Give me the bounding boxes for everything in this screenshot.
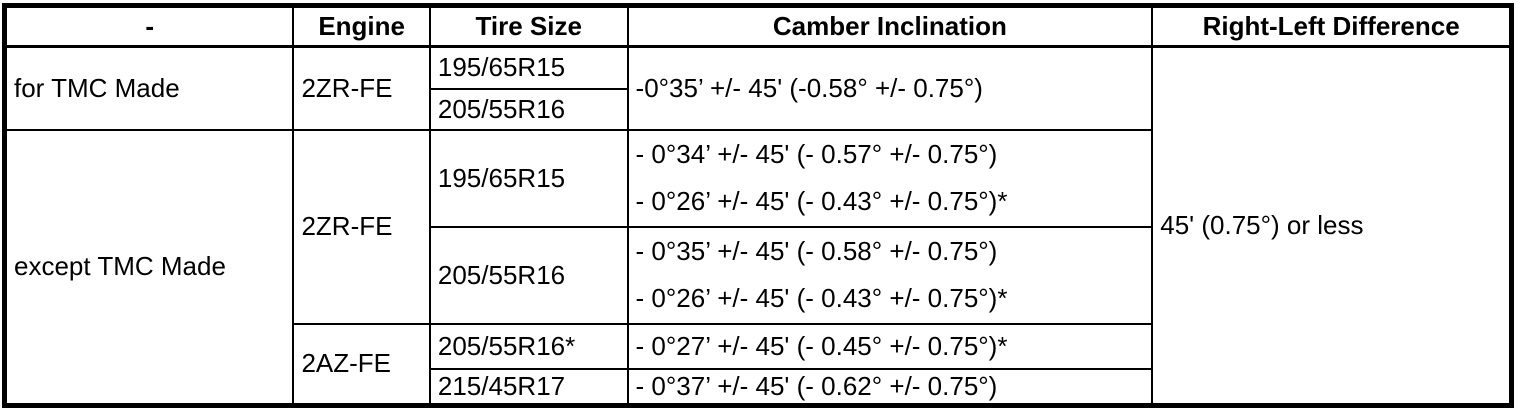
camber-cell: - 0°34’ +/- 45' (- 0.57° +/- 0.75°) - 0°… — [626, 128, 1154, 228]
camber-cell: -0°35’ +/- 45' (-0.58° +/- 0.75°) — [626, 45, 1154, 131]
engine-cell-for-tmc-2zr-fe: 2ZR-FE — [292, 45, 431, 131]
right-left-cell: 45' (0.75°) or less — [1151, 45, 1513, 407]
header-cell-engine: Engine — [292, 4, 431, 48]
tire-cell: 195/65R15 — [428, 45, 629, 90]
camber-cell: - 0°37’ +/- 45' (- 0.62° +/- 0.75°) — [626, 367, 1154, 407]
tire-cell: 195/65R15 — [428, 128, 629, 228]
camber-value: - 0°26’ +/- 45' (- 0.43° +/- 0.75°)* — [635, 282, 1008, 313]
header-cell-camber-inclination: Camber Inclination — [626, 4, 1154, 48]
camber-cell: - 0°27’ +/- 45' (- 0.45° +/- 0.75°)* — [626, 322, 1154, 370]
camber-value-pair: - 0°34’ +/- 45' (- 0.57° +/- 0.75°) - 0°… — [635, 132, 1151, 225]
tire-cell: 215/45R17 — [428, 367, 629, 407]
camber-spec-table: - Engine Tire Size Camber Inclination Ri… — [2, 3, 1514, 408]
header-row: - Engine Tire Size Camber Inclination Ri… — [3, 4, 1513, 48]
table-row: for TMC Made 2ZR-FE 195/65R15 -0°35’ +/-… — [3, 45, 1513, 407]
camber-value-pair: - 0°35’ +/- 45' (- 0.58° +/- 0.75°) - 0°… — [635, 229, 1151, 322]
tire-cell: 205/55R16* — [428, 322, 629, 370]
header-cell-right-left-difference: Right-Left Difference — [1151, 4, 1513, 48]
table-row: 205/55R16 - 0°35’ +/- 45' (- 0.58° +/- 0… — [5, 225, 1512, 325]
camber-cell: - 0°35’ +/- 45' (- 0.58° +/- 0.75°) - 0°… — [626, 225, 1154, 325]
group-cell-except-tmc: except TMC Made — [3, 128, 295, 407]
engine-cell-except-tmc-2zr-fe: 2ZR-FE — [292, 128, 431, 325]
table-row: 215/45R17 - 0°37’ +/- 45' (- 0.62° +/- 0… — [5, 367, 1512, 407]
header-cell-tire-size: Tire Size — [428, 4, 629, 48]
table-row: except TMC Made 2ZR-FE 195/65R15 - 0°34’… — [3, 128, 1512, 407]
camber-value: - 0°34’ +/- 45' (- 0.57° +/- 0.75°) — [635, 139, 998, 170]
table-row: 2AZ-FE 205/55R16* - 0°27’ +/- 45' (- 0.4… — [5, 322, 1512, 407]
tire-cell: 205/55R16 — [428, 225, 629, 325]
engine-cell-except-tmc-2az-fe: 2AZ-FE — [292, 322, 431, 407]
header-cell-dash: - — [3, 4, 295, 48]
camber-value: - 0°35’ +/- 45' (- 0.58° +/- 0.75°) — [635, 236, 998, 267]
table-row: 205/55R16 — [5, 87, 1512, 131]
group-cell-for-tmc: for TMC Made — [3, 45, 295, 131]
camber-value: - 0°26’ +/- 45' (- 0.43° +/- 0.75°)* — [635, 185, 1008, 216]
tire-cell: 205/55R16 — [428, 87, 629, 131]
